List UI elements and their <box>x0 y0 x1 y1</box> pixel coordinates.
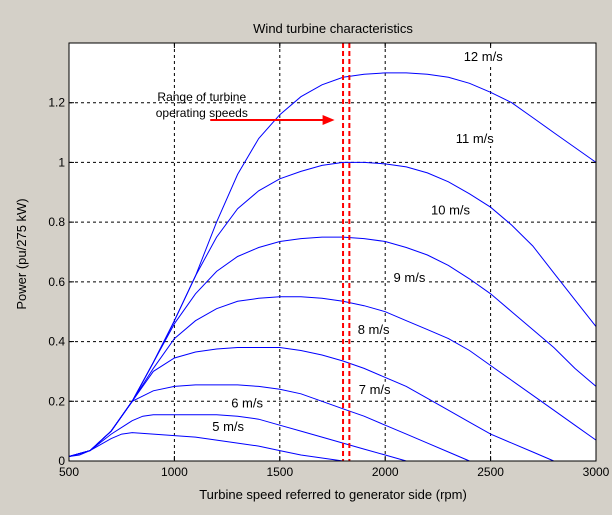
plot-background <box>69 43 596 461</box>
y-tick-label: 0.2 <box>48 394 65 408</box>
y-tick-label: 0.8 <box>48 215 65 229</box>
plot-area: 5 m/s 6 m/s 7 m/s 8 m/s 9 m/s 10 m/s 11 m/s 12 … <box>68 42 597 462</box>
curve-8-m-s <box>68 347 554 462</box>
curve-label: 5 m/s <box>212 419 244 434</box>
curves <box>68 72 597 462</box>
annotation-line: Range of turbine <box>157 90 246 104</box>
annotation-line: operating speeds <box>156 106 248 120</box>
curve-6-m-s <box>68 414 407 462</box>
curve-label: 10 m/s <box>431 203 471 218</box>
annotation-arrow-head <box>322 115 335 126</box>
curve-label-background <box>454 131 496 147</box>
y-tick-label: 0 <box>58 454 65 468</box>
x-tick-label: 500 <box>59 465 79 479</box>
y-tick-label: 0.6 <box>48 275 65 289</box>
y-tick-label: 0.4 <box>48 335 65 349</box>
x-tick-label: 2500 <box>477 465 504 479</box>
plot-border <box>68 42 597 462</box>
curve-label: 7 m/s <box>359 382 391 397</box>
operating-range-markers <box>342 43 351 461</box>
x-tick-label: 3000 <box>583 465 610 479</box>
annotation: Range of turbine operating speeds <box>156 90 335 126</box>
curve-label-background <box>430 202 472 218</box>
chart-title: Wind turbine characteristics <box>253 21 413 36</box>
curve-label-background <box>392 269 427 285</box>
curve-label-background <box>462 48 505 64</box>
curve-label-background <box>211 419 246 435</box>
curve-labels: 5 m/s 6 m/s 7 m/s 8 m/s 9 m/s 10 m/s 11 m/s 12 … <box>211 48 505 435</box>
curve-label: 11 m/s <box>456 131 495 146</box>
y-tick-label: 1 <box>58 155 65 169</box>
ticks <box>68 43 597 462</box>
y-axis-label: Power (pu/275 kW) <box>14 198 29 309</box>
y-tick-label: 1.2 <box>48 96 65 110</box>
curve-label-background <box>357 381 393 397</box>
y-tick-labels: 0 0.2 0.4 0.6 0.8 1 1.2 <box>48 96 65 468</box>
curve-label: 8 m/s <box>358 322 390 337</box>
x-tick-label: 2000 <box>372 465 399 479</box>
curve-12-m-s <box>68 72 597 457</box>
curve-label: 6 m/s <box>231 395 263 410</box>
curve-7-m-s <box>68 384 470 462</box>
curve-5-m-s <box>68 432 344 462</box>
x-tick-label: 1000 <box>161 465 188 479</box>
curve-label: 9 m/s <box>394 270 426 285</box>
curve-label-background <box>230 395 265 411</box>
x-tick-label: 1500 <box>266 465 293 479</box>
curve-9-m-s <box>68 296 597 457</box>
x-tick-labels: 500 1000 1500 2000 2500 3000 <box>59 465 610 479</box>
curve-label: 12 m/s <box>464 49 504 64</box>
annotation-text: Range of turbine operating speeds <box>156 90 248 120</box>
curve-label-background <box>356 322 391 338</box>
x-axis-label: Turbine speed referred to generator side… <box>199 487 467 502</box>
